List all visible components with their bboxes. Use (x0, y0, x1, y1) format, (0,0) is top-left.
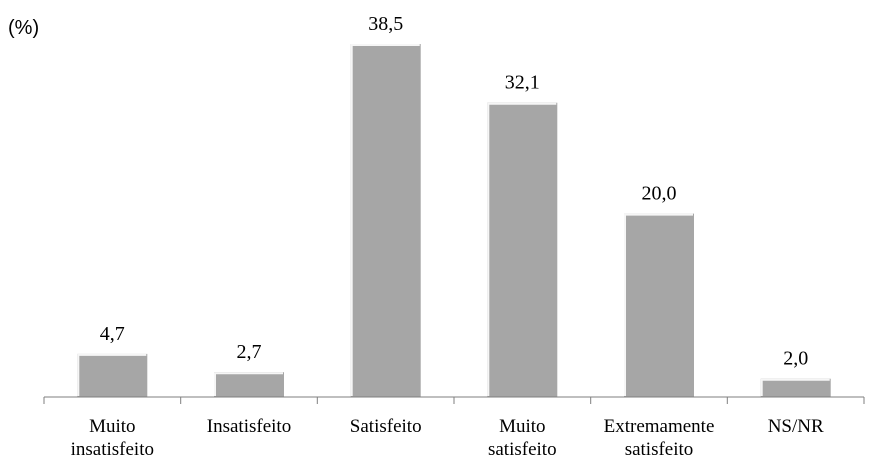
tick-label-1: Muito insatisfeito (71, 416, 154, 460)
bar-4 (487, 102, 558, 397)
tick-label-2: Insatisfeito (207, 416, 291, 437)
bars-group (77, 44, 831, 397)
tick-label-5-line-1: Extremamente (604, 416, 715, 437)
tick-label-5: Extremamente satisfeito (604, 416, 715, 460)
data-label-4: 32,1 (505, 72, 540, 94)
tick-label-3-line-1: Satisfeito (350, 416, 422, 437)
bar-4-highlight (487, 102, 557, 396)
data-label-2: 2,7 (237, 341, 262, 363)
tick-label-5-line-2: satisfeito (625, 439, 694, 460)
bar-2 (214, 372, 284, 397)
bar-5-highlight (624, 213, 693, 396)
bar-1 (77, 353, 148, 397)
tick-label-1-line-1: Muito (89, 416, 135, 437)
tick-label-6: NS/NR (768, 416, 824, 437)
tick-label-4-line-2: satisfeito (488, 439, 557, 460)
tick-label-2-line-1: Insatisfeito (207, 416, 291, 437)
bar-6-highlight (760, 378, 830, 396)
data-label-5: 20,0 (642, 183, 677, 205)
tick-label-4-line-1: Muito (499, 416, 545, 437)
bar-6 (760, 378, 831, 397)
data-label-3: 38,5 (368, 13, 403, 35)
unit-label: (%) (8, 17, 39, 39)
x-axis (43, 396, 865, 404)
tick-label-1-line-2: insatisfeito (71, 439, 154, 460)
tick-label-6-line-1: NS/NR (768, 416, 824, 437)
tick-label-3: Satisfeito (350, 416, 422, 437)
data-label-1: 4,7 (100, 323, 125, 345)
bar-5 (624, 213, 694, 397)
bar-3-highlight (350, 44, 420, 396)
bar-3 (350, 44, 421, 397)
bar-1-highlight (77, 353, 147, 396)
bar-2-highlight (214, 372, 283, 396)
data-label-6: 2,0 (783, 348, 808, 370)
value-labels-group: 4,7 2,7 38,5 32,1 20,0 2,0 (100, 13, 808, 370)
tick-label-4: Muito satisfeito (488, 416, 557, 460)
